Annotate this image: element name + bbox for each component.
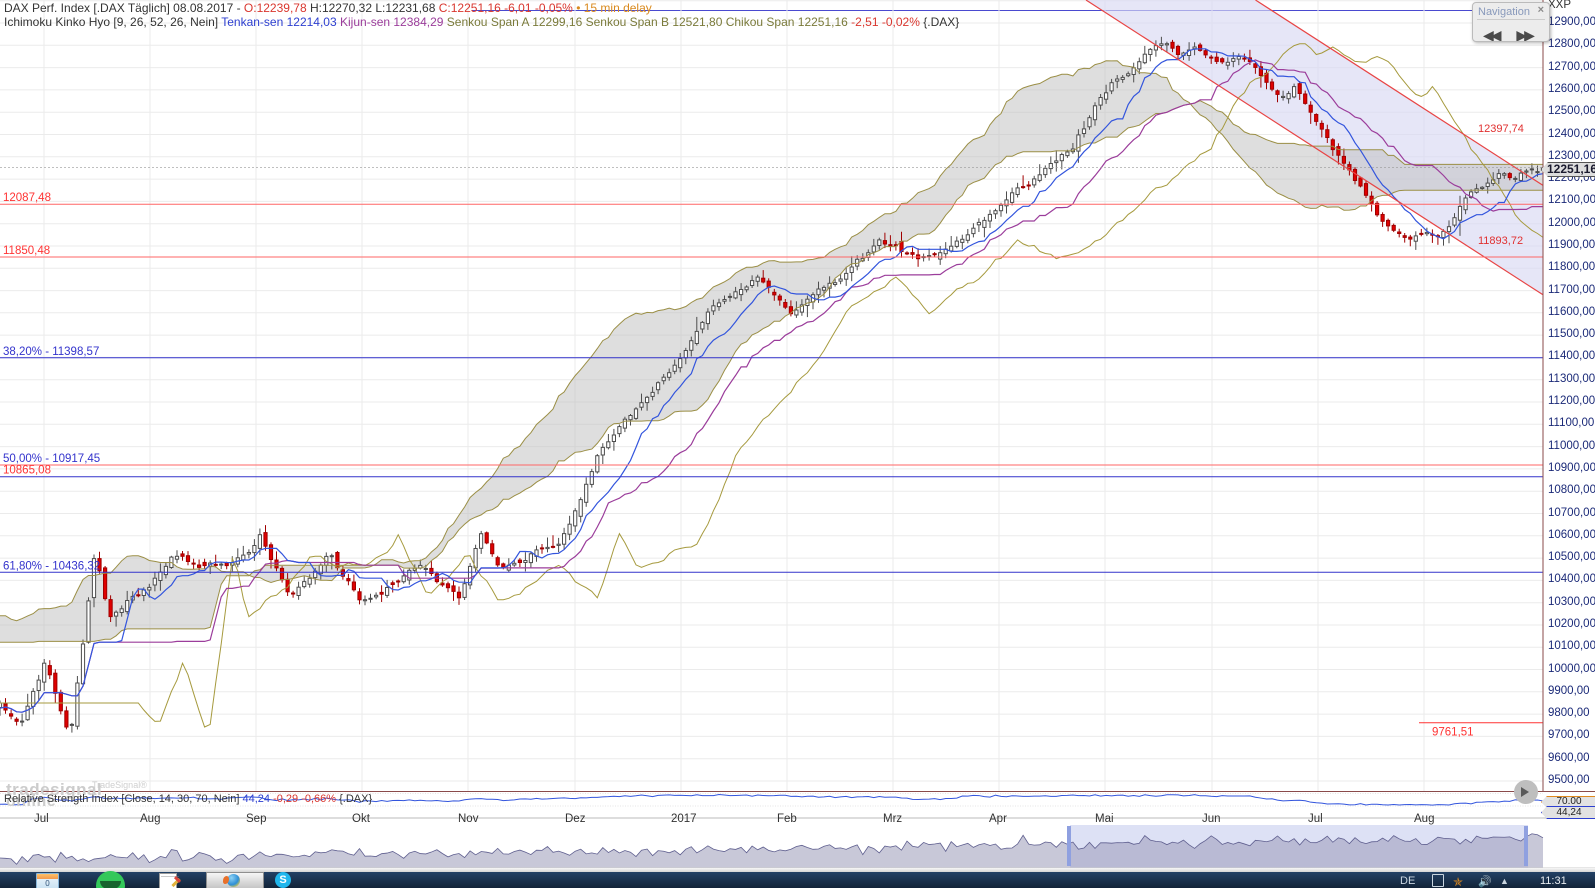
svg-text:10865,08: 10865,08 (3, 465, 51, 477)
svg-text:38,20% - 11398,57: 38,20% - 11398,57 (3, 346, 99, 358)
svg-text:11850,48: 11850,48 (3, 245, 50, 257)
svg-text:12397,74: 12397,74 (1478, 123, 1524, 135)
svg-text:61,80% - 10436,32: 61,80% - 10436,32 (3, 560, 100, 572)
svg-text:12087,48: 12087,48 (3, 192, 51, 204)
svg-text:11893,72: 11893,72 (1478, 235, 1523, 247)
svg-text:50,00% - 10917,45: 50,00% - 10917,45 (3, 453, 100, 465)
svg-text:9761,51: 9761,51 (1432, 727, 1474, 739)
